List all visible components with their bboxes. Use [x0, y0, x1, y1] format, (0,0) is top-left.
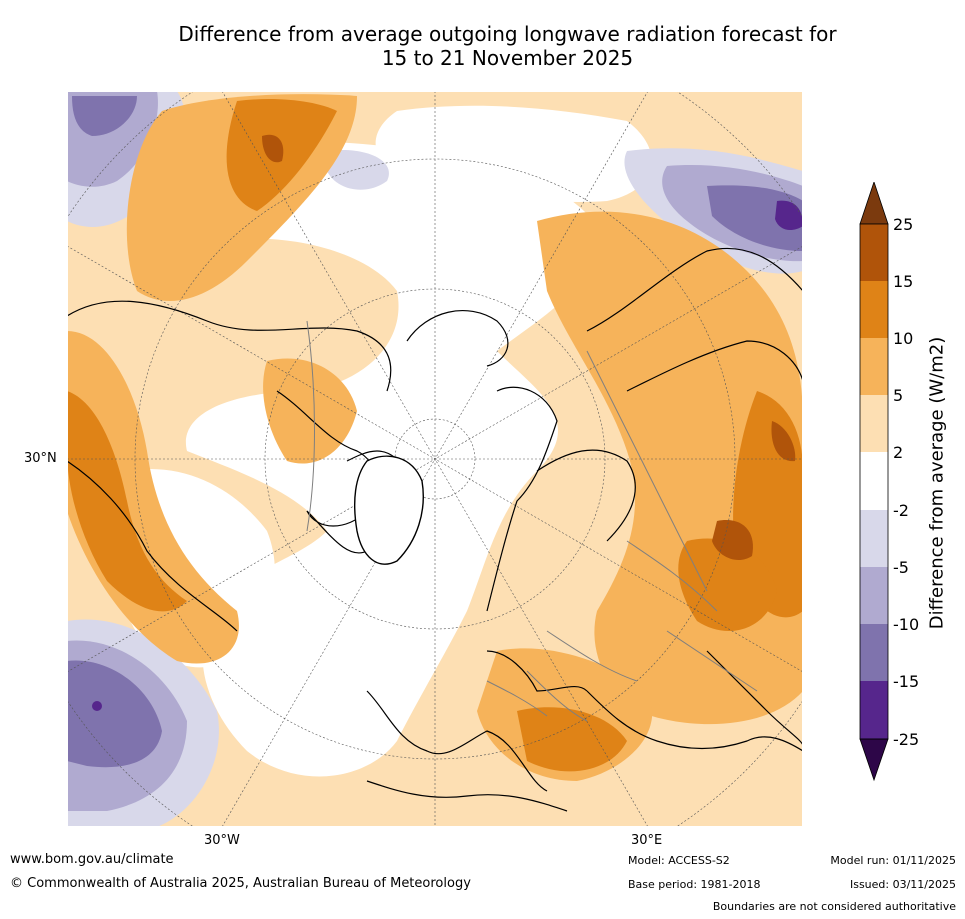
colorbar-tick-2: 2	[893, 443, 904, 462]
colorbar-over-arrow	[859, 182, 889, 225]
neutral-region-north	[375, 105, 652, 202]
colorbar-tick-m15: -15	[893, 672, 920, 691]
colorbar-label: Difference from average (W/m2)	[926, 336, 948, 630]
negative-region-dark-nw	[72, 96, 137, 136]
colorbar-under-arrow	[859, 738, 889, 782]
footer-issued: Issued: 03/11/2025	[849, 878, 956, 891]
positive-region-15-25-asia	[712, 520, 753, 561]
footer-base-period: Base period: 1981-2018	[628, 878, 761, 891]
positive-region-10-15-west	[67, 391, 187, 612]
colorbar-band-10-15	[860, 281, 888, 338]
colorbar-tick-25: 25	[893, 215, 914, 234]
colorbar-tick-m25: -25	[893, 730, 920, 749]
colorbar-band-2-5	[860, 395, 888, 452]
negative-region-light-center	[327, 150, 389, 190]
negative-region-dark-sw	[67, 660, 162, 768]
colorbar-band-m10-m5	[860, 567, 888, 624]
colorbar-tick-10: 10	[893, 329, 914, 348]
footer-website[interactable]: www.bom.gov.au/climate	[10, 852, 174, 867]
olr-anomaly-map	[67, 91, 803, 827]
colorbar-band-5-10	[860, 338, 888, 395]
lon-label-30e: 30°E	[631, 833, 663, 848]
footer-copyright: © Commonwealth of Australia 2025, Austra…	[10, 876, 471, 891]
colorbar-tick-m5: -5	[893, 558, 909, 577]
colorbar-tick-15: 15	[893, 272, 914, 291]
footer-model-run: Model run: 01/11/2025	[830, 854, 956, 867]
colorbar-tick-m10: -10	[893, 615, 920, 634]
footer-disclaimer: Boundaries are not considered authoritat…	[712, 900, 956, 913]
positive-region-5-10-canada	[263, 358, 357, 464]
negative-region-deep-ne	[775, 200, 803, 231]
colorbar	[859, 182, 889, 782]
footer-model: Model: ACCESS-S2	[628, 854, 730, 867]
colorbar-band-m25-m15	[860, 681, 888, 739]
positive-region-10-15-himalaya	[678, 538, 777, 631]
positive-region-15-25-north	[262, 134, 284, 163]
negative-region-deep-sw	[92, 701, 102, 711]
colorbar-tick-m2: -2	[893, 501, 909, 520]
colorbar-band-m5-m2	[860, 510, 888, 567]
colorbar-band-15-25	[860, 224, 888, 281]
title-line-1: Difference from average outgoing longwav…	[178, 22, 837, 46]
lat-label-30n: 30°N	[24, 451, 57, 466]
positive-region-10-15-med	[517, 707, 627, 772]
lon-label-30w: 30°W	[204, 833, 240, 848]
political-boundaries	[306, 320, 758, 722]
positive-region-15-25-east	[771, 421, 796, 462]
colorbar-band-m15-m10	[860, 624, 888, 681]
colorbar-tick-5: 5	[893, 386, 904, 405]
colorbar-band-neutral	[860, 452, 888, 510]
title-line-2: 15 to 21 November 2025	[381, 46, 634, 70]
greenland-coast	[354, 455, 424, 565]
chart-title: Difference from average outgoing longwav…	[100, 22, 915, 70]
